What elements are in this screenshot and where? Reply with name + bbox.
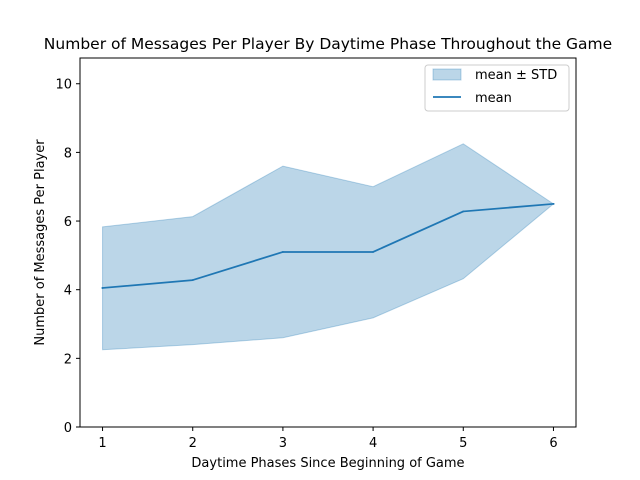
- y-tick-label: 8: [64, 146, 72, 161]
- mean-line: [101, 202, 555, 289]
- legend-label-line: mean: [475, 91, 512, 106]
- mean-point: [462, 210, 465, 213]
- x-tick-label: 3: [279, 436, 287, 451]
- y-tick-label: 0: [64, 421, 72, 436]
- chart-title: Number of Messages Per Player By Daytime…: [44, 35, 612, 53]
- mean-point: [191, 279, 194, 281]
- x-tick-label: 1: [98, 436, 106, 451]
- y-tick-label: 2: [64, 352, 72, 367]
- std-band: [102, 143, 555, 351]
- x-tick-label: 5: [459, 436, 467, 451]
- x-tick-label: 4: [369, 436, 377, 451]
- mean-point: [552, 202, 555, 205]
- x-tick-label: 6: [549, 436, 557, 451]
- x-axis-label: Daytime Phases Since Beginning of Game: [191, 456, 464, 471]
- y-tick-label: 10: [55, 78, 72, 93]
- y-tick-label: 6: [64, 215, 72, 230]
- mean-point: [372, 251, 374, 253]
- legend-band-swatch: [432, 68, 462, 81]
- plot-area: [101, 143, 555, 351]
- legend-box: [424, 64, 570, 112]
- x-axis: 1 2 3 4 5 6: [98, 427, 558, 451]
- legend: mean ± STD mean: [424, 64, 570, 112]
- axes-frame: [79, 57, 577, 428]
- x-tick-label: 2: [189, 436, 197, 451]
- mean-point: [101, 287, 104, 289]
- y-axis-label: Number of Messages Per Player: [33, 139, 48, 346]
- legend-label-band: mean ± STD: [475, 68, 557, 83]
- y-axis: 0 2 4 6 8 10: [55, 78, 80, 436]
- y-tick-label: 4: [64, 284, 72, 299]
- mean-point: [282, 251, 284, 253]
